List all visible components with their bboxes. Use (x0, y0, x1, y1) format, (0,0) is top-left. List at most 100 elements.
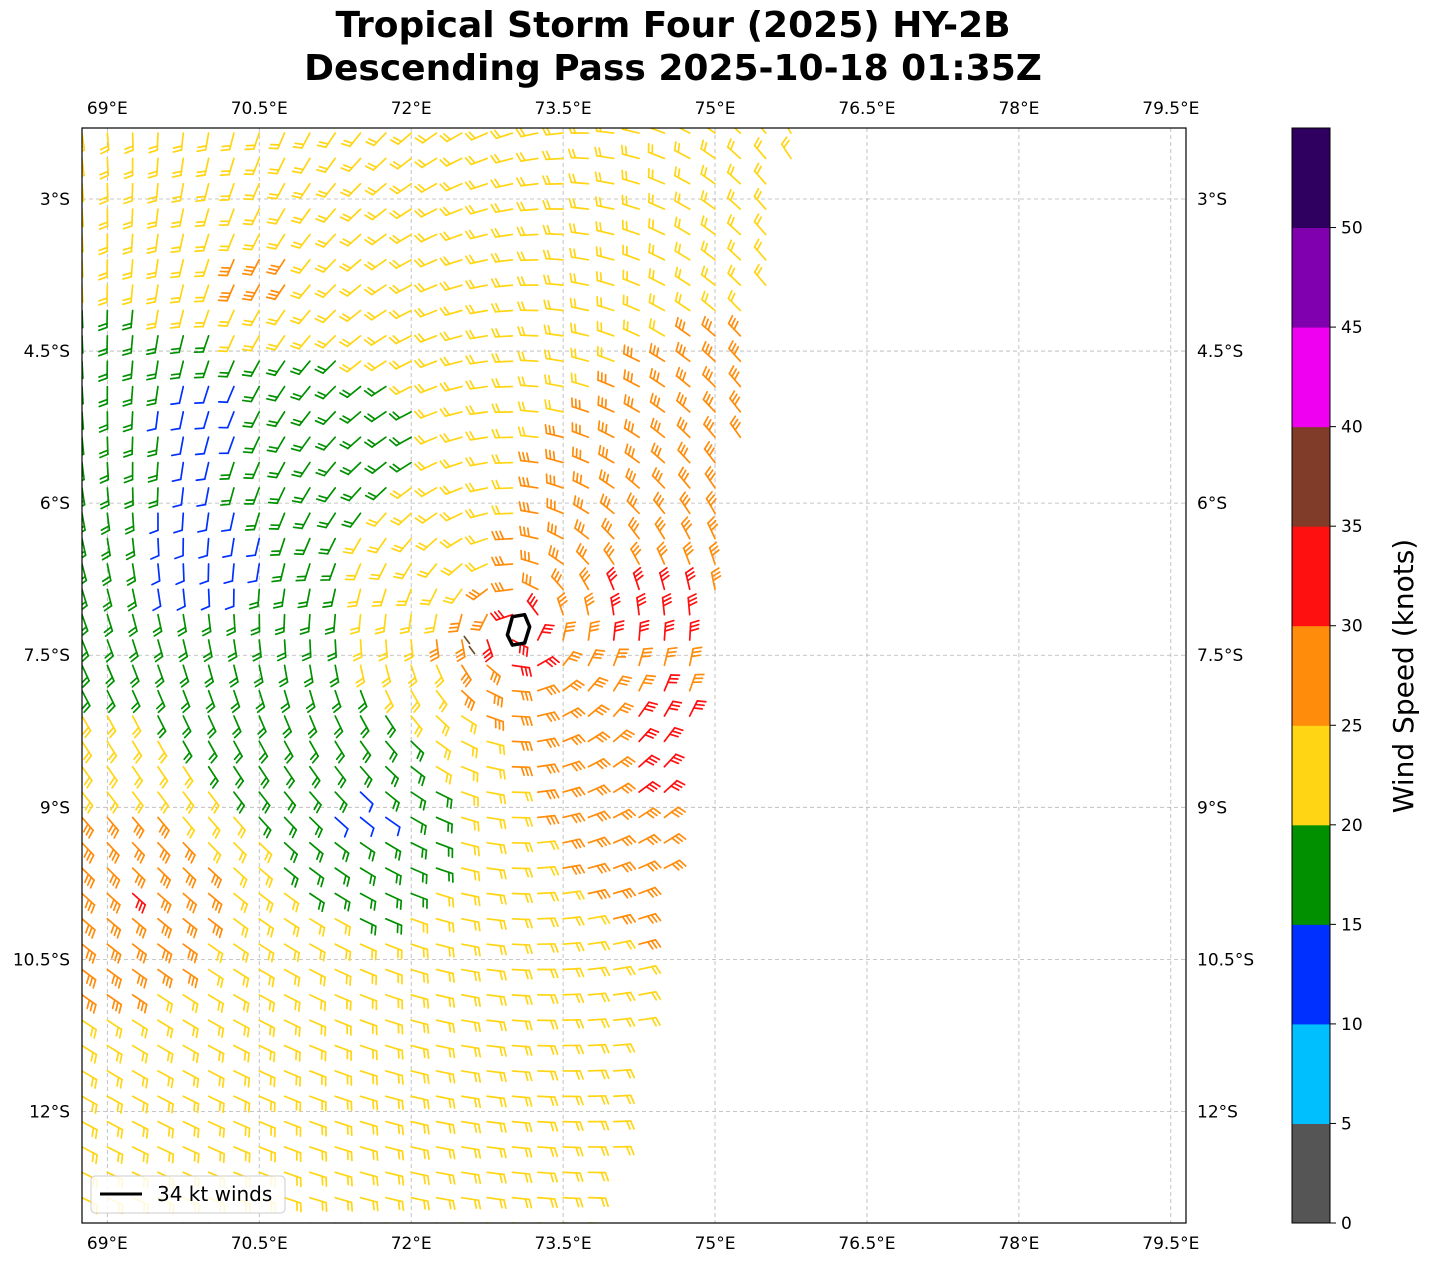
barb-flag (99, 500, 110, 506)
barb-flag (729, 166, 735, 176)
wind-barb (220, 132, 235, 152)
wind-barb (621, 194, 640, 210)
barb-flag (342, 551, 353, 555)
barb-flag (578, 838, 586, 848)
wind-barb (283, 867, 299, 888)
wind-barb (241, 309, 261, 327)
wind-barb (439, 206, 463, 217)
barb-flag (465, 255, 472, 265)
barb-shaft (346, 411, 362, 424)
wind-barb (663, 700, 683, 717)
barb-flag (572, 470, 575, 482)
wind-barb (248, 588, 261, 610)
barb-flag (260, 755, 269, 764)
barb-flag (625, 966, 632, 976)
wind-barb (414, 283, 438, 293)
wind-barb (314, 411, 337, 426)
barb-shaft (570, 181, 590, 185)
wind-barb (157, 917, 172, 939)
barb-shaft (82, 588, 88, 607)
wind-barb (334, 1222, 339, 1223)
barb-shaft (275, 182, 286, 200)
barb-shaft (82, 537, 87, 557)
barb-flag (448, 971, 452, 982)
barb-shaft (227, 182, 235, 201)
barb-shaft (283, 740, 294, 758)
barb-flag (207, 727, 215, 735)
wind-barb (536, 917, 559, 928)
barb-flag (118, 1003, 123, 1014)
barb-shaft (182, 639, 189, 658)
wind-barb (106, 791, 119, 814)
barb-flag (367, 465, 377, 472)
wind-barb (258, 867, 274, 889)
wind-barb (154, 664, 165, 688)
barb-flag (443, 133, 452, 141)
wind-barb (266, 411, 286, 428)
wind-barb (233, 943, 249, 963)
barb-flag (364, 238, 373, 246)
barb-shaft (359, 867, 376, 878)
wind-barb (258, 816, 272, 839)
barb-flag (603, 810, 611, 819)
wind-barb (131, 1070, 149, 1089)
wind-barb (562, 679, 585, 692)
barb-flag (573, 248, 577, 259)
barb-shaft (228, 132, 235, 151)
wind-barb (359, 791, 374, 813)
wind-barb (157, 943, 173, 964)
wind-barb (359, 943, 377, 961)
barb-flag (553, 994, 559, 1004)
wind-barb (648, 268, 666, 287)
barb-flag (401, 1099, 404, 1111)
barb-flag (439, 541, 449, 549)
barb-flag (192, 1026, 196, 1037)
wind-barb (309, 968, 326, 987)
barb-flag (525, 574, 528, 585)
barb-shaft (233, 613, 236, 633)
wind-barb (638, 860, 662, 872)
wind-barb (182, 867, 197, 889)
barb-flag (595, 761, 604, 770)
barb-flag (85, 826, 92, 836)
barb-flag (629, 991, 636, 1001)
wind-barb (674, 216, 691, 236)
barb-shaft (82, 791, 94, 807)
barb-flag (524, 867, 530, 878)
barb-shaft (359, 1146, 378, 1153)
barb-flag (528, 575, 532, 587)
barb-flag (323, 601, 334, 605)
barb-flag (189, 829, 196, 839)
barb-shaft (334, 639, 338, 658)
barb-flag (524, 1121, 529, 1132)
wind-barb (309, 1222, 313, 1223)
wind-barb (268, 132, 286, 150)
barb-flag (195, 478, 206, 482)
barb-flag (240, 900, 245, 911)
barb-flag (546, 224, 551, 235)
wind-barb (291, 157, 311, 174)
barb-shaft (323, 208, 337, 223)
barb-flag (340, 779, 347, 789)
wind-barb (218, 233, 235, 252)
wind-barb (435, 689, 448, 713)
barb-shaft (277, 512, 286, 530)
barb-flag (318, 552, 329, 555)
barb-shaft (178, 309, 185, 328)
barb-shaft (385, 917, 403, 927)
barb-flag (269, 1075, 272, 1086)
barb-flag (265, 346, 276, 351)
barb-flag (416, 573, 427, 579)
barb-shaft (511, 1095, 531, 1099)
barb-flag (753, 137, 760, 147)
barb-flag (623, 394, 627, 405)
barb-shaft (334, 1196, 353, 1204)
barb-flag (500, 1225, 502, 1233)
barb-flag (254, 681, 264, 688)
barb-flag (674, 241, 678, 252)
barb-shaft (230, 537, 235, 557)
wind-barb (516, 276, 539, 287)
barb-flag (293, 496, 305, 500)
barb-flag (579, 1172, 584, 1183)
wind-barb (194, 233, 210, 253)
